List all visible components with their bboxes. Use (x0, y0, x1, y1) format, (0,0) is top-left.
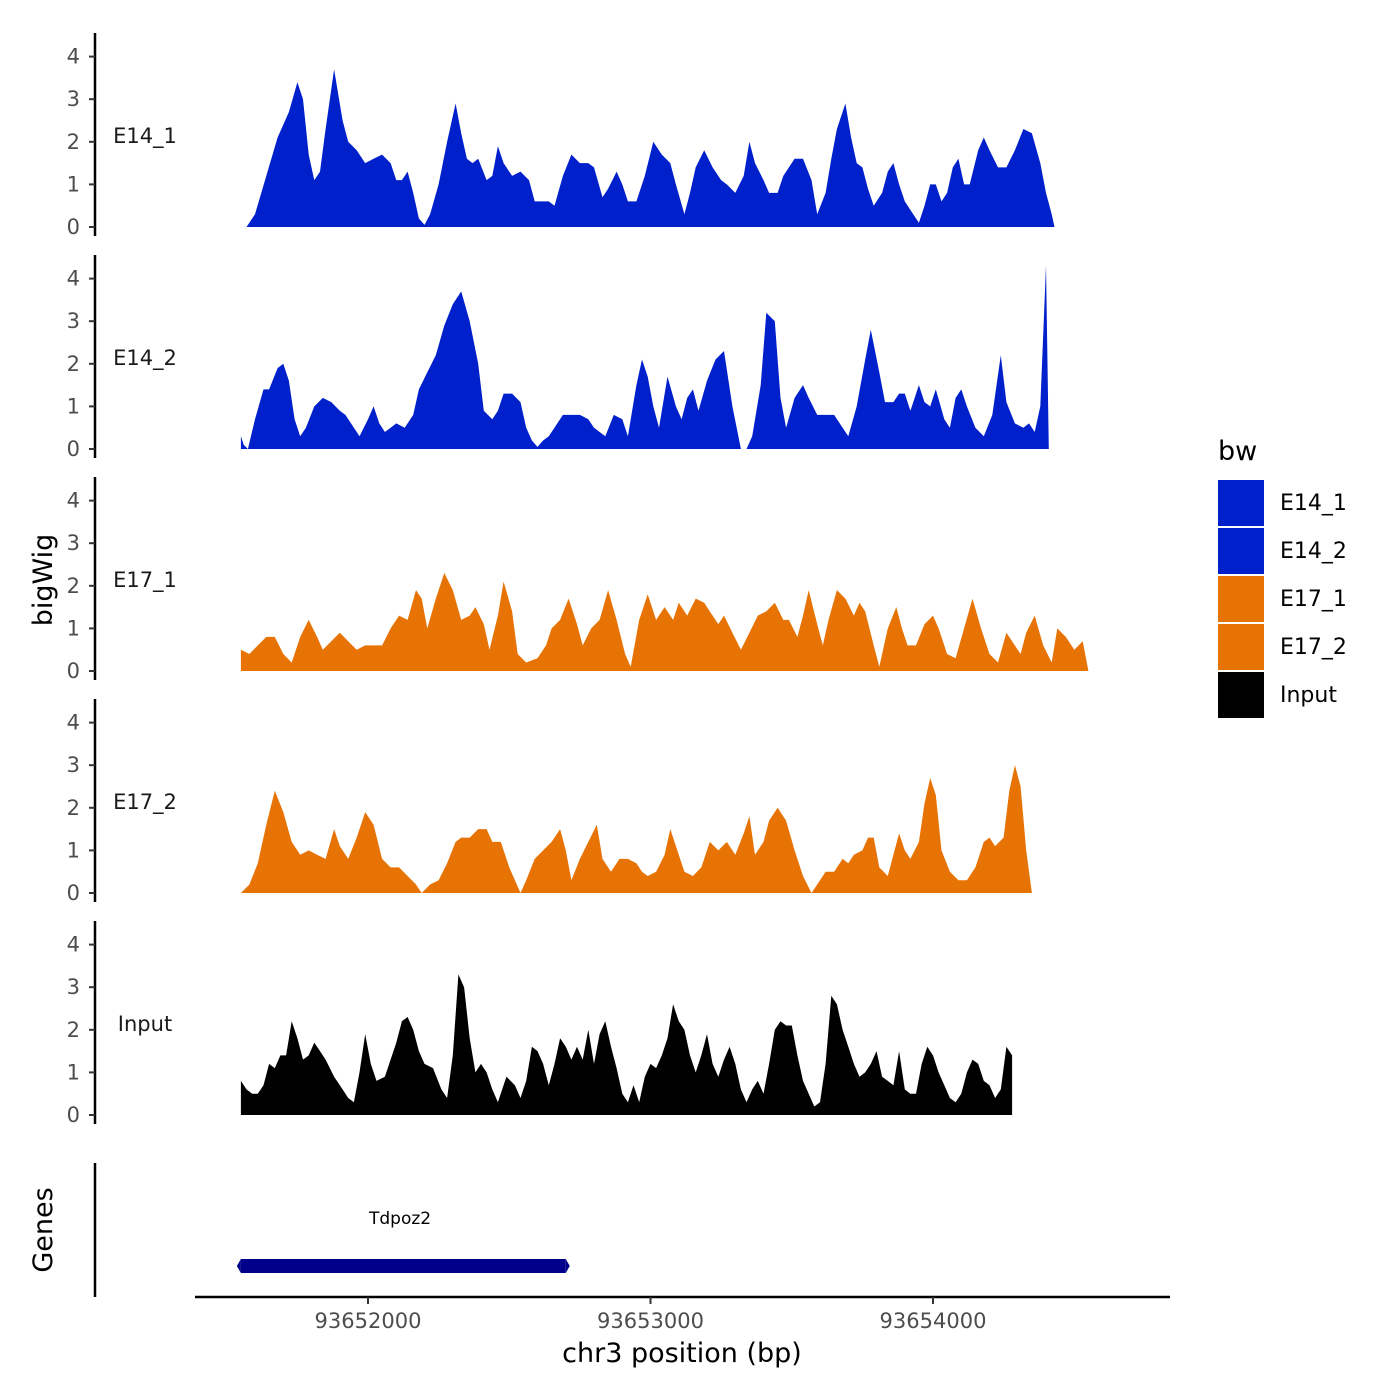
y-tick-label: 1 (67, 1060, 80, 1084)
y-tick-label: 4 (67, 933, 80, 957)
track-Input: 0 1 2 3 4 Input (67, 921, 1013, 1127)
legend-swatch-E17_2 (1218, 624, 1264, 670)
x-axis-ticks: 93652000 93653000 93654000 (315, 1297, 987, 1333)
track-E14_2: 0 1 2 3 4 E14_2 (67, 255, 1049, 461)
y-axis-title: bigWig (28, 534, 59, 627)
track-E17_1: 0 1 2 3 4 E17_1 (67, 477, 1089, 683)
genes-track: Genes Tdpoz2 (28, 1163, 570, 1297)
track-label: E17_2 (113, 790, 177, 815)
y-tick-label: 1 (67, 172, 80, 196)
y-tick-label: 0 (67, 881, 80, 905)
track-label: E14_2 (113, 346, 177, 371)
x-tick-label: 93653000 (597, 1309, 704, 1333)
legend-items: E14_1 E14_2 E17_1 E17_2 Input (1218, 480, 1347, 718)
y-tick-label: 1 (67, 838, 80, 862)
x-tick-label: 93654000 (880, 1309, 987, 1333)
y-tick-label: 3 (67, 753, 80, 777)
legend-label-Input: Input (1280, 683, 1337, 708)
track-E14_1: 0 1 2 3 4 E14_1 (67, 33, 1055, 239)
y-tick-label: 3 (67, 309, 80, 333)
y-tick-label: 1 (67, 394, 80, 418)
gene-start-arrow (236, 1259, 241, 1273)
x-axis: 93652000 93653000 93654000 chr3 position (… (195, 1295, 1170, 1369)
legend-label-E17_1: E17_1 (1280, 587, 1347, 612)
gene-label-Tdpoz2: Tdpoz2 (368, 1209, 431, 1229)
track-label: E17_1 (113, 568, 177, 593)
gene-features: Tdpoz2 (236, 1209, 570, 1273)
legend-swatch-E14_1 (1218, 480, 1264, 526)
legend-label-E14_2: E14_2 (1280, 539, 1347, 564)
legend-swatch-E17_1 (1218, 576, 1264, 622)
signal-area-E17_2 (240, 765, 1032, 893)
y-tick-label: 2 (67, 1018, 80, 1042)
y-tick-label: 2 (67, 130, 80, 154)
y-tick-label: 4 (67, 489, 80, 513)
y-tick-label: 0 (67, 215, 80, 239)
y-tick-label: 0 (67, 659, 80, 683)
legend-label-E17_2: E17_2 (1280, 635, 1347, 660)
track-E17_2: 0 1 2 3 4 E17_2 (67, 699, 1032, 905)
y-tick-label: 2 (67, 352, 80, 376)
track-label: Input (118, 1012, 172, 1036)
y-tick-label: 2 (67, 574, 80, 598)
y-tick-label: 2 (67, 796, 80, 820)
y-tick-label: 3 (67, 87, 80, 111)
legend-title: bw (1218, 436, 1257, 467)
x-axis-title: chr3 position (bp) (562, 1338, 802, 1369)
x-tick-label: 93652000 (315, 1309, 422, 1333)
legend-swatch-E14_2 (1218, 528, 1264, 574)
legend: bw E14_1 E14_2 E17_1 E17_2 Input (1218, 436, 1347, 718)
y-tick-label: 0 (67, 437, 80, 461)
y-tick-label: 4 (67, 267, 80, 291)
signal-area-E17_1 (240, 573, 1089, 671)
y-tick-label: 0 (67, 1103, 80, 1127)
genes-track-title: Genes (28, 1187, 59, 1272)
y-tick-label: 3 (67, 975, 80, 999)
y-tick-label: 3 (67, 531, 80, 555)
legend-swatch-Input (1218, 672, 1264, 718)
signal-area-Input (240, 974, 1013, 1115)
signal-area-E14_2 (240, 265, 1049, 449)
bigwig-tracks: 0 1 2 3 4 E14_1 0 1 2 3 4 E14_2 0 1 2 3 4 E17_1 0 1 2 3 4 E17_2… (67, 33, 1089, 1127)
y-tick-label: 4 (67, 45, 80, 69)
signal-area-E14_1 (246, 69, 1055, 228)
gene-end-arrow (565, 1259, 570, 1273)
track-label: E14_1 (113, 124, 177, 149)
y-tick-label: 4 (67, 711, 80, 735)
gene-body-Tdpoz2 (240, 1259, 566, 1273)
legend-label-E14_1: E14_1 (1280, 491, 1347, 516)
y-tick-label: 1 (67, 616, 80, 640)
